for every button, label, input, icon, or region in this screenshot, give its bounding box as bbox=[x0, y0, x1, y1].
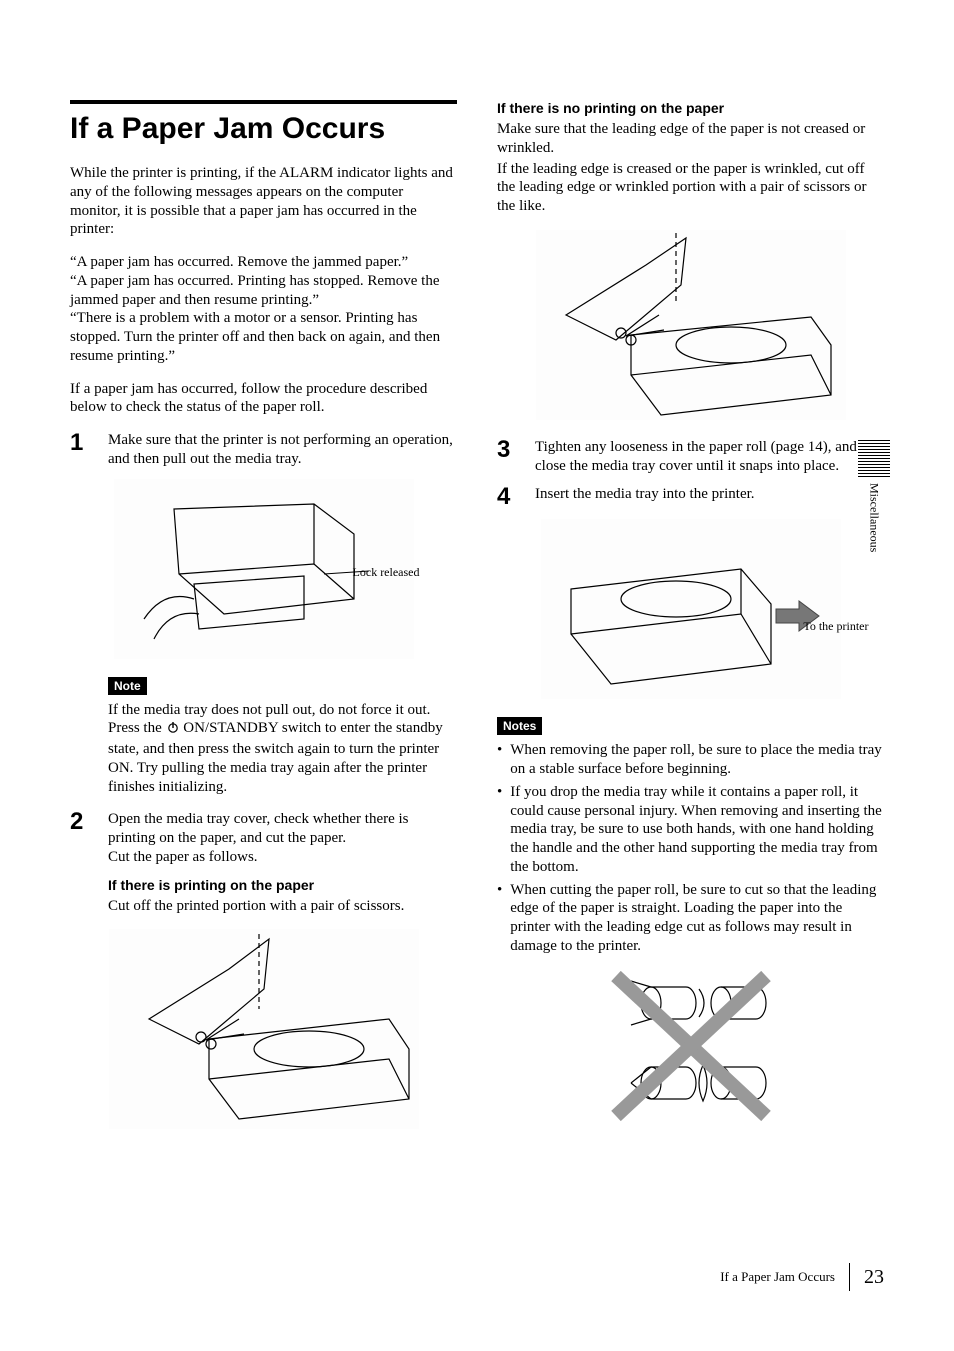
notes-item-2: When cutting the paper roll, be sure to … bbox=[510, 881, 884, 956]
to-printer-label: To the printer bbox=[803, 619, 868, 634]
figure-insert-tray: To the printer bbox=[497, 519, 884, 699]
figure-cut-blank bbox=[497, 230, 884, 420]
step-3-number: 3 bbox=[497, 438, 521, 476]
step-3-body: Tighten any looseness in the paper roll … bbox=[535, 438, 884, 476]
insert-tray-illustration-icon bbox=[541, 519, 841, 699]
thumb-index-lines-icon bbox=[858, 440, 890, 479]
wrong-cut-illustration-icon bbox=[601, 966, 781, 1126]
notes-badge: Notes bbox=[497, 717, 542, 735]
step-1: 1 Make sure that the printer is not perf… bbox=[70, 431, 457, 469]
sub-printing-body: Cut off the printed portion with a pair … bbox=[108, 897, 457, 916]
notes-item-0: When removing the paper roll, be sure to… bbox=[510, 741, 884, 779]
page-title: If a Paper Jam Occurs bbox=[70, 112, 457, 146]
note-badge: Note bbox=[108, 677, 147, 695]
step-2-body: Open the media tray cover, check whether… bbox=[108, 810, 457, 866]
figure-wrong-cuts bbox=[497, 966, 884, 1126]
side-tab: Miscellaneous bbox=[858, 440, 890, 552]
footer: If a Paper Jam Occurs 23 bbox=[720, 1263, 884, 1291]
sub-printing-head: If there is printing on the paper bbox=[108, 877, 457, 893]
power-icon bbox=[166, 720, 180, 740]
step-4-number: 4 bbox=[497, 485, 521, 509]
follow-text: If a paper jam has occurred, follow the … bbox=[70, 380, 457, 418]
step-1-body: Make sure that the printer is not perfor… bbox=[108, 431, 457, 469]
step-2-number: 2 bbox=[70, 810, 94, 866]
sub-noprint-head: If there is no printing on the paper bbox=[497, 100, 884, 116]
page-number: 23 bbox=[864, 1266, 884, 1289]
figure-pull-tray: Lock released bbox=[70, 479, 457, 659]
tray-cut-blank-illustration-icon bbox=[536, 230, 846, 420]
intro-text: While the printer is printing, if the AL… bbox=[70, 164, 457, 239]
footer-rule bbox=[849, 1263, 850, 1291]
left-column: If a Paper Jam Occurs While the printer … bbox=[70, 100, 457, 1147]
notes-list: When removing the paper roll, be sure to… bbox=[497, 741, 884, 955]
sub-noprint-body2: If the leading edge is creased or the pa… bbox=[497, 160, 884, 216]
step-3: 3 Tighten any looseness in the paper rol… bbox=[497, 438, 884, 476]
step-2: 2 Open the media tray cover, check wheth… bbox=[70, 810, 457, 866]
notes-item-1: If you drop the media tray while it cont… bbox=[510, 783, 884, 877]
step-4: 4 Insert the media tray into the printer… bbox=[497, 485, 884, 509]
side-tab-label: Miscellaneous bbox=[867, 483, 882, 552]
right-column: If there is no printing on the paper Mak… bbox=[497, 100, 884, 1147]
step-1-number: 1 bbox=[70, 431, 94, 469]
tray-cut-illustration-icon bbox=[109, 929, 419, 1129]
step-4-body: Insert the media tray into the printer. bbox=[535, 485, 884, 509]
lock-released-label: Lock released bbox=[353, 565, 420, 580]
sub-noprint-body1: Make sure that the leading edge of the p… bbox=[497, 120, 884, 158]
figure-cut-printed bbox=[70, 929, 457, 1129]
alarm-messages: “A paper jam has occurred. Remove the ja… bbox=[70, 253, 457, 366]
note-1-text: If the media tray does not pull out, do … bbox=[108, 701, 457, 797]
title-rule bbox=[70, 100, 457, 104]
footer-title: If a Paper Jam Occurs bbox=[720, 1269, 835, 1285]
